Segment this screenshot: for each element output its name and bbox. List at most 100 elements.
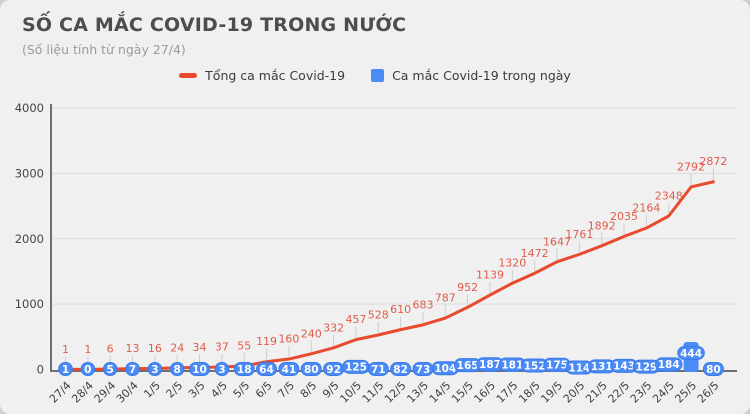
svg-text:11/5: 11/5: [360, 379, 387, 406]
svg-text:143: 143: [613, 361, 635, 373]
svg-text:82: 82: [393, 364, 408, 376]
svg-text:6: 6: [107, 343, 114, 356]
legend-item-daily: Ca mắc Covid-19 trong ngày: [371, 68, 571, 83]
svg-text:2164: 2164: [632, 202, 660, 215]
blue-square-legend-icon: [371, 69, 385, 82]
svg-text:1: 1: [84, 343, 91, 356]
svg-text:1000: 1000: [15, 297, 44, 311]
svg-text:787: 787: [435, 292, 456, 305]
red-line-legend-icon: [179, 73, 198, 78]
svg-text:444: 444: [680, 348, 702, 360]
svg-text:24/5: 24/5: [650, 379, 677, 406]
svg-text:3: 3: [151, 364, 158, 376]
svg-text:2348: 2348: [655, 189, 683, 202]
svg-text:1/5: 1/5: [141, 379, 163, 401]
svg-text:1472: 1472: [521, 247, 549, 260]
svg-text:1647: 1647: [543, 235, 571, 248]
svg-text:683: 683: [412, 298, 433, 311]
svg-text:28/4: 28/4: [69, 379, 96, 406]
svg-text:1320: 1320: [498, 257, 526, 270]
legend-item-label: Tổng ca mắc Covid-19: [205, 68, 346, 83]
svg-text:15/5: 15/5: [449, 379, 476, 406]
svg-text:6/5: 6/5: [253, 379, 275, 401]
svg-text:64: 64: [259, 364, 274, 376]
svg-text:1892: 1892: [588, 219, 616, 232]
svg-text:2/5: 2/5: [164, 379, 186, 401]
svg-text:1761: 1761: [565, 228, 593, 241]
svg-text:4000: 4000: [15, 101, 44, 115]
svg-text:13: 13: [126, 342, 140, 355]
svg-text:10: 10: [192, 364, 207, 376]
svg-text:3/5: 3/5: [186, 379, 208, 401]
svg-text:187: 187: [479, 359, 501, 371]
svg-text:37: 37: [215, 341, 229, 354]
svg-text:30/4: 30/4: [114, 379, 141, 406]
svg-text:13/5: 13/5: [404, 379, 431, 406]
svg-text:16/5: 16/5: [471, 379, 498, 406]
svg-text:952: 952: [457, 281, 478, 294]
svg-text:27/4: 27/4: [47, 379, 74, 406]
svg-text:5: 5: [107, 364, 114, 376]
svg-text:22/5: 22/5: [605, 379, 632, 406]
svg-text:25/5: 25/5: [673, 379, 700, 406]
svg-text:17/5: 17/5: [494, 379, 521, 406]
svg-text:1139: 1139: [476, 269, 504, 282]
svg-text:10/5: 10/5: [337, 379, 364, 406]
svg-text:129: 129: [635, 361, 657, 373]
svg-text:34: 34: [193, 341, 207, 354]
svg-text:125: 125: [345, 362, 367, 374]
svg-text:73: 73: [416, 364, 431, 376]
legend: Tổng ca mắc Covid-19 Ca mắc Covid-19 tro…: [0, 68, 750, 83]
page-subtitle: (Số liệu tính từ ngày 27/4): [22, 42, 186, 57]
svg-text:104: 104: [434, 363, 456, 375]
svg-text:26/5: 26/5: [695, 379, 722, 406]
svg-text:71: 71: [371, 364, 386, 376]
svg-text:119: 119: [256, 335, 277, 348]
svg-text:175: 175: [546, 360, 568, 372]
svg-text:332: 332: [323, 321, 344, 334]
svg-text:12/5: 12/5: [382, 379, 409, 406]
svg-text:55: 55: [237, 339, 251, 352]
svg-text:160: 160: [278, 333, 299, 346]
svg-text:80: 80: [304, 364, 319, 376]
svg-text:5/5: 5/5: [231, 379, 253, 401]
svg-text:23/5: 23/5: [628, 379, 655, 406]
svg-text:1: 1: [62, 343, 69, 356]
svg-text:16: 16: [148, 342, 162, 355]
svg-text:610: 610: [390, 303, 411, 316]
svg-text:29/4: 29/4: [92, 379, 119, 406]
svg-text:18: 18: [237, 364, 252, 376]
svg-text:131: 131: [591, 361, 613, 373]
svg-text:7: 7: [129, 364, 136, 376]
svg-text:165: 165: [457, 360, 479, 372]
svg-text:4/5: 4/5: [208, 379, 230, 401]
svg-text:19/5: 19/5: [538, 379, 565, 406]
svg-text:240: 240: [301, 327, 322, 340]
svg-text:2792: 2792: [677, 160, 705, 173]
svg-text:1: 1: [62, 364, 69, 376]
svg-text:14/5: 14/5: [427, 379, 454, 406]
svg-text:0: 0: [84, 364, 91, 376]
svg-text:457: 457: [345, 313, 366, 326]
svg-text:528: 528: [368, 308, 389, 321]
svg-text:0: 0: [37, 363, 44, 377]
page-title: SỐ CA MẮC COVID-19 TRONG NƯỚC: [22, 14, 407, 36]
legend-item-total: Tổng ca mắc Covid-19: [179, 68, 345, 83]
svg-text:8: 8: [174, 364, 181, 376]
svg-text:92: 92: [326, 364, 341, 376]
svg-text:3: 3: [218, 364, 225, 376]
legend-item-label: Ca mắc Covid-19 trong ngày: [392, 68, 571, 83]
svg-text:181: 181: [501, 359, 523, 371]
svg-text:24: 24: [170, 341, 184, 354]
svg-text:2035: 2035: [610, 210, 638, 223]
svg-text:2000: 2000: [15, 232, 44, 246]
svg-text:2872: 2872: [699, 155, 727, 168]
svg-text:8/5: 8/5: [298, 379, 320, 401]
svg-text:3000: 3000: [15, 166, 44, 180]
svg-text:41: 41: [282, 364, 297, 376]
svg-text:21/5: 21/5: [583, 379, 610, 406]
svg-text:80: 80: [706, 364, 721, 376]
svg-text:184: 184: [658, 359, 680, 371]
